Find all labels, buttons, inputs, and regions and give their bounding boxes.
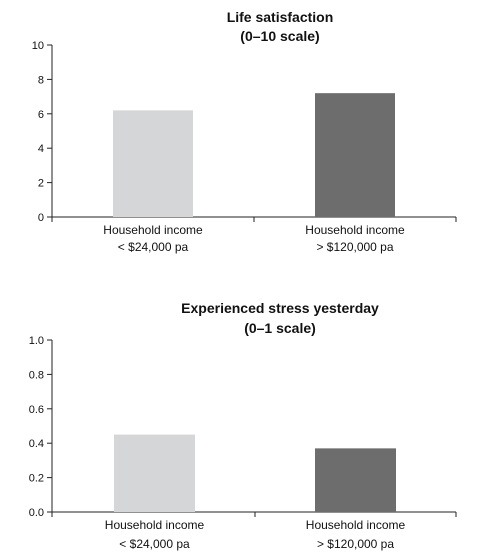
bar-2 — [315, 93, 395, 217]
x-category-label: < $24,000 pa — [119, 537, 190, 551]
y-tick-label: 0 — [38, 212, 44, 224]
chart-2: Experienced stress yesterday (0–1 scale) 0… — [29, 300, 457, 551]
x-category-label: Household income — [306, 518, 406, 532]
y-tick-label: 6 — [38, 109, 44, 121]
y-tick-label: 0.6 — [29, 404, 44, 416]
x-category-label: Household income — [105, 518, 205, 532]
y-tick-label: 8 — [38, 74, 44, 86]
chart-title-line-1: Life satisfaction — [227, 9, 334, 25]
chart-title-line-1: Experienced stress yesterday — [181, 300, 379, 316]
y-tick-label: 10 — [32, 40, 44, 52]
y-tick-label: 0.2 — [29, 473, 44, 485]
chart-title-line-2: (0–1 scale) — [244, 320, 316, 336]
bar-1 — [114, 434, 195, 512]
x-category-label: Household income — [103, 223, 203, 237]
y-tick-label: 0.4 — [29, 438, 44, 450]
y-tick-label: 1.0 — [29, 335, 44, 347]
x-category-label: > $120,000 pa — [317, 537, 394, 551]
x-category-label: Household income — [305, 223, 405, 237]
y-tick-label: 2 — [38, 178, 44, 190]
y-tick-label: 0.0 — [29, 507, 44, 519]
y-tick-label: 0.8 — [29, 369, 44, 381]
chart-title-line-2: (0–10 scale) — [240, 28, 319, 44]
bar-1 — [113, 110, 193, 217]
chart-1: Life satisfaction (0–10 scale) 0 2 4 6 8 10 Hous… — [32, 9, 457, 254]
bar-2 — [315, 448, 396, 512]
y-tick-label: 4 — [38, 143, 44, 155]
x-category-label: > $120,000 pa — [316, 240, 393, 254]
x-category-label: < $24,000 pa — [118, 240, 189, 254]
